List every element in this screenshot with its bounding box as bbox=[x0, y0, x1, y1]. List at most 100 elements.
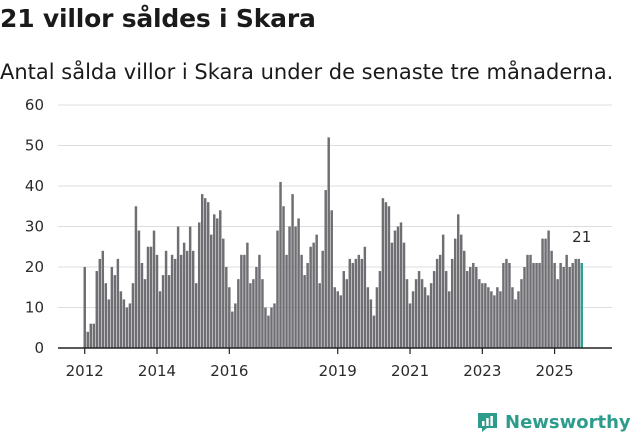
bar bbox=[366, 287, 370, 348]
bar bbox=[300, 254, 303, 348]
bar bbox=[456, 214, 460, 348]
bar bbox=[499, 291, 502, 348]
bar bbox=[279, 181, 282, 348]
bar bbox=[441, 234, 445, 348]
bar bbox=[360, 258, 364, 348]
bar bbox=[514, 299, 517, 348]
bar bbox=[188, 226, 192, 348]
bar bbox=[191, 250, 195, 348]
bar bbox=[327, 137, 330, 348]
bar bbox=[396, 226, 400, 348]
bar bbox=[228, 287, 231, 348]
bar bbox=[493, 295, 496, 348]
bar bbox=[222, 238, 225, 348]
bar bbox=[197, 222, 201, 348]
bar bbox=[475, 267, 478, 348]
bar bbox=[523, 267, 526, 348]
bar bbox=[264, 307, 267, 348]
newsworthy-logo[interactable]: Newsworthy bbox=[476, 408, 631, 436]
bar bbox=[432, 271, 436, 348]
bar bbox=[113, 275, 117, 348]
y-tick-label: 20 bbox=[25, 258, 44, 276]
bar bbox=[110, 267, 114, 348]
x-tick-label: 2025 bbox=[536, 362, 574, 380]
bar bbox=[375, 287, 379, 348]
bar bbox=[399, 222, 403, 348]
bar bbox=[324, 190, 327, 348]
bar bbox=[321, 250, 324, 348]
bar bbox=[402, 242, 406, 348]
bar bbox=[574, 258, 577, 348]
bar bbox=[179, 254, 183, 348]
bar bbox=[484, 283, 487, 348]
bar bbox=[89, 323, 92, 348]
bar bbox=[146, 246, 150, 348]
bar bbox=[203, 198, 207, 348]
bar bbox=[351, 262, 355, 348]
bar bbox=[423, 287, 427, 348]
bar bbox=[333, 287, 336, 348]
bar bbox=[258, 254, 261, 348]
bar bbox=[481, 283, 484, 348]
bar bbox=[372, 315, 376, 348]
bar bbox=[161, 275, 165, 348]
bar bbox=[369, 299, 373, 348]
bar bbox=[450, 258, 454, 348]
bar bbox=[149, 246, 153, 348]
bar bbox=[526, 254, 529, 348]
bar bbox=[249, 283, 252, 348]
bar bbox=[505, 258, 508, 348]
bar bbox=[339, 295, 342, 348]
bar bbox=[219, 210, 222, 348]
bar bbox=[125, 307, 129, 348]
bar bbox=[571, 262, 574, 348]
bar bbox=[273, 303, 276, 348]
latest-value-label: 21 bbox=[572, 228, 591, 246]
bar bbox=[345, 279, 349, 348]
y-tick-label: 30 bbox=[25, 218, 44, 236]
bar bbox=[502, 262, 505, 348]
bar bbox=[173, 258, 177, 348]
bar bbox=[185, 250, 189, 348]
bar bbox=[472, 262, 475, 348]
bar bbox=[92, 323, 96, 348]
bar bbox=[194, 283, 198, 348]
bar bbox=[438, 254, 442, 348]
bar bbox=[303, 275, 306, 348]
bar bbox=[490, 291, 493, 348]
bar bbox=[390, 242, 394, 348]
bar bbox=[86, 331, 89, 348]
y-tick-label: 60 bbox=[25, 96, 44, 114]
bar bbox=[237, 279, 240, 348]
y-tick-label: 0 bbox=[34, 339, 44, 357]
bar bbox=[315, 234, 318, 348]
bar bbox=[288, 226, 291, 348]
bar-latest bbox=[580, 262, 583, 348]
bar bbox=[547, 230, 550, 348]
bar bbox=[176, 226, 180, 348]
bar bbox=[306, 262, 309, 348]
bar bbox=[435, 258, 439, 348]
bar bbox=[426, 295, 430, 348]
bar bbox=[420, 279, 424, 348]
bar bbox=[384, 202, 388, 348]
bar bbox=[216, 218, 219, 348]
bar bbox=[122, 299, 126, 348]
bar bbox=[556, 279, 559, 348]
bar bbox=[285, 254, 288, 348]
bar bbox=[447, 291, 451, 348]
bar bbox=[520, 279, 523, 348]
bar bbox=[243, 254, 246, 348]
bar bbox=[511, 287, 514, 348]
bar bbox=[297, 218, 300, 348]
bar bbox=[529, 254, 532, 348]
bar bbox=[559, 262, 562, 348]
bar bbox=[95, 271, 99, 348]
bar bbox=[535, 262, 538, 348]
bar bbox=[225, 267, 228, 348]
bar bbox=[550, 250, 553, 348]
bar bbox=[532, 262, 535, 348]
bar bbox=[387, 206, 391, 348]
bar bbox=[128, 303, 132, 348]
bar bbox=[393, 230, 397, 348]
